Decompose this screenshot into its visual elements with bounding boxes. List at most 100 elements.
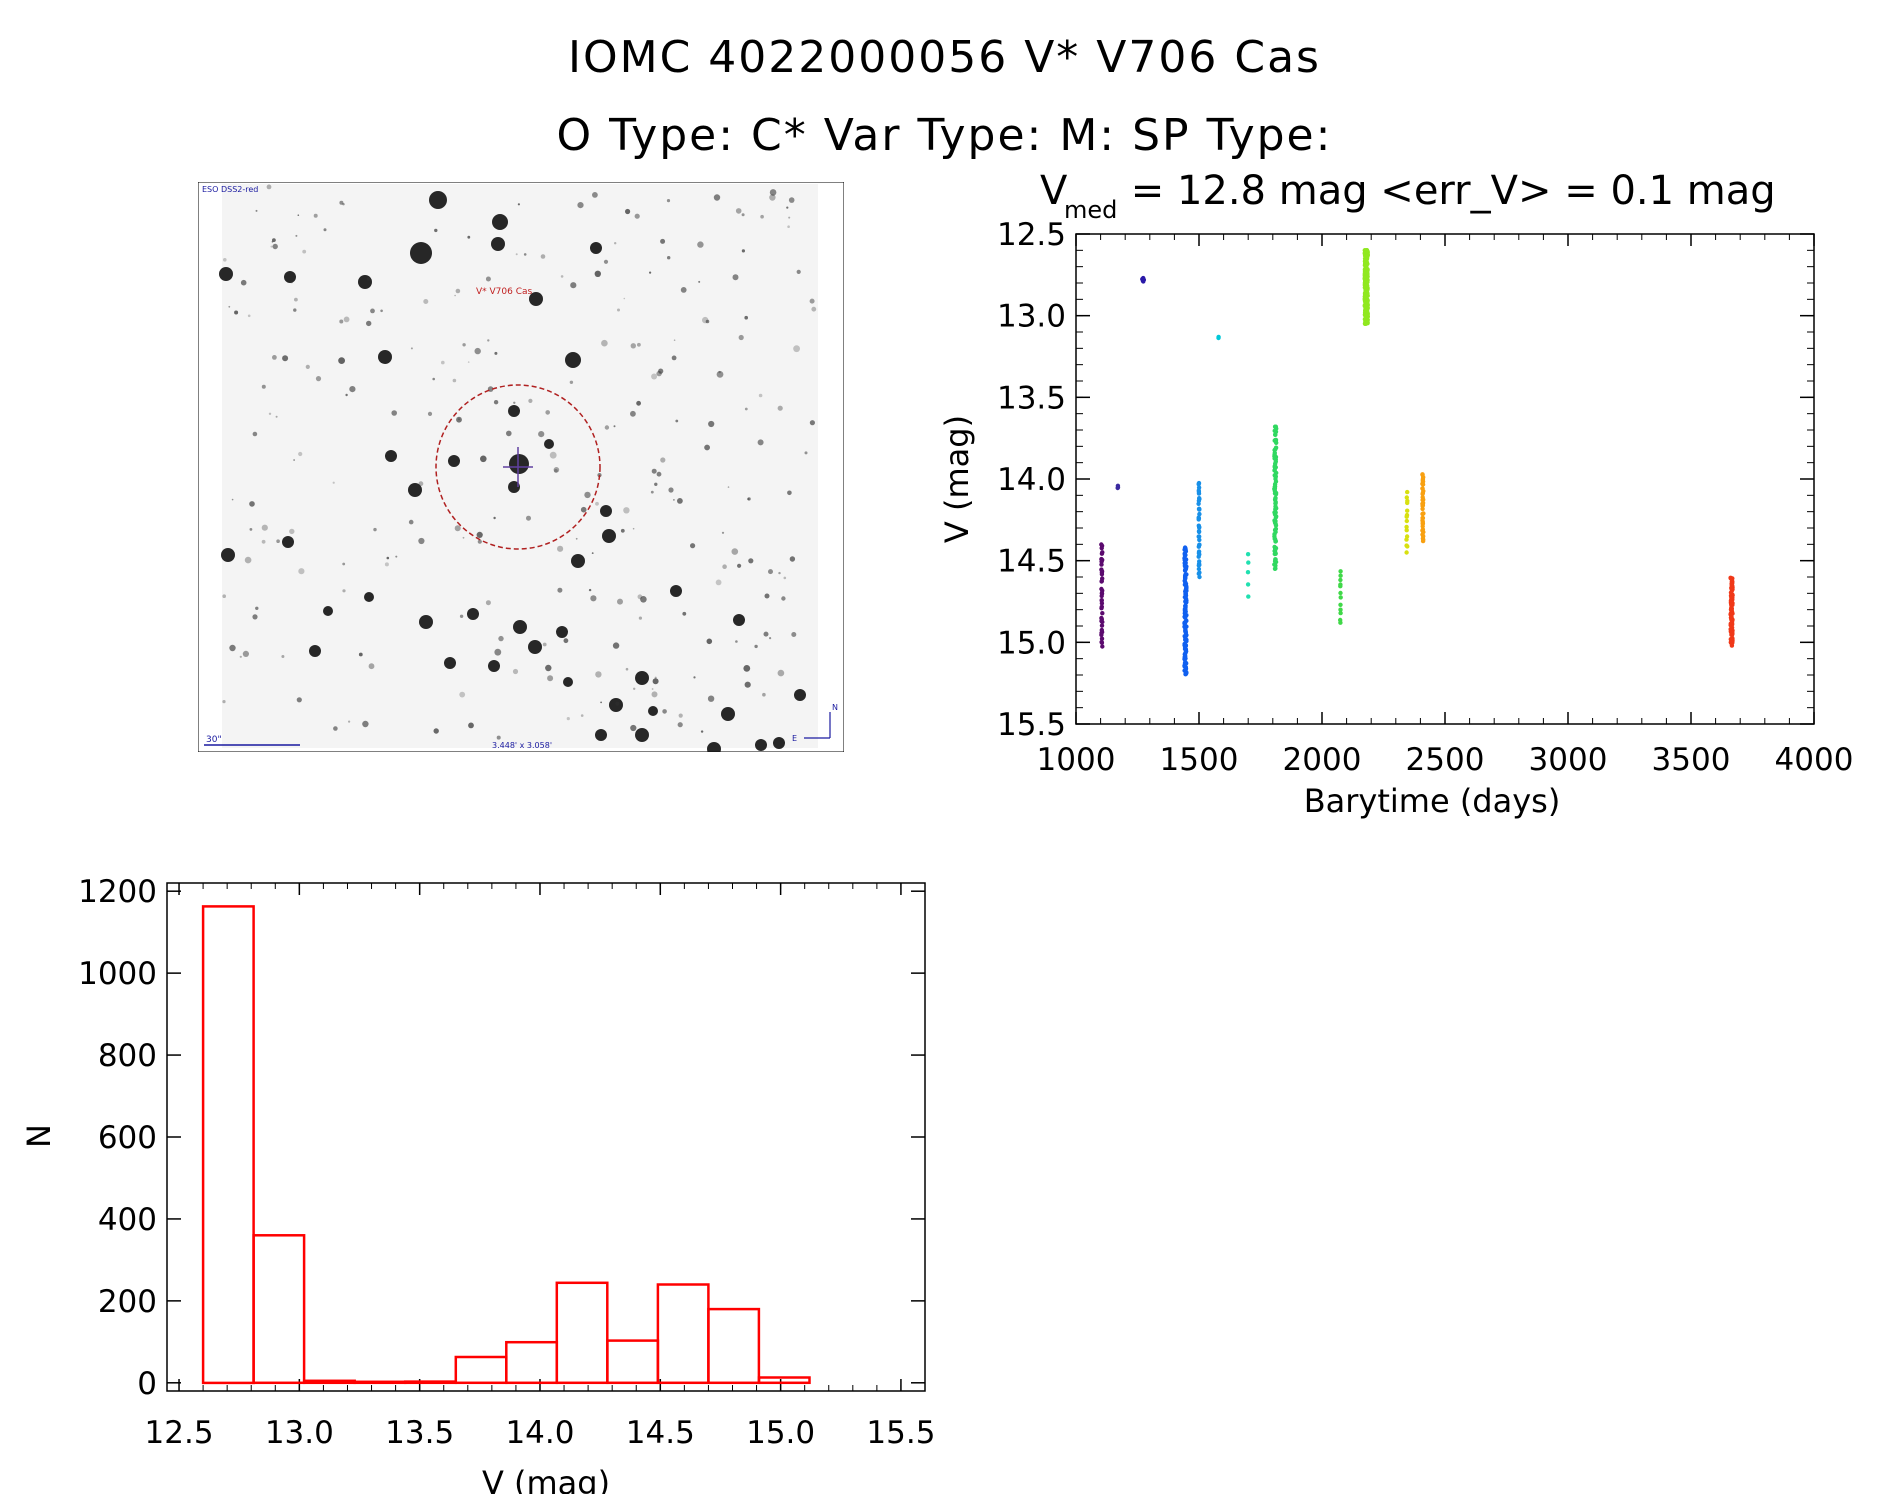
data-point: [1362, 283, 1368, 288]
data-point: [1421, 497, 1426, 502]
data-point: [1363, 283, 1368, 288]
faint-star: [454, 294, 456, 297]
x-tick-label: 12.5: [145, 1415, 214, 1451]
faint-star: [261, 384, 266, 389]
faint-star: [630, 724, 637, 732]
data-point: [1099, 569, 1105, 574]
faint-star: [474, 347, 481, 355]
data-point: [1365, 266, 1370, 272]
data-point: [1182, 652, 1188, 657]
data-point: [1364, 268, 1369, 274]
data-point: [1730, 622, 1735, 627]
data-point: [1365, 306, 1370, 311]
survey-label: ESO DSS2-red: [202, 185, 258, 194]
faint-star: [293, 308, 297, 312]
data-point: [1404, 543, 1409, 548]
data-point: [1197, 496, 1202, 501]
data-point: [1364, 271, 1370, 276]
faint-star: [744, 407, 748, 411]
data-point: [1182, 656, 1187, 662]
x-tick-label: 14.5: [626, 1415, 695, 1451]
data-point: [1363, 298, 1369, 303]
data-point: [1363, 294, 1368, 299]
data-point: [1363, 277, 1369, 283]
data-point: [1273, 479, 1279, 484]
data-point: [1420, 503, 1425, 509]
data-point: [1183, 637, 1188, 642]
data-point: [1183, 603, 1188, 609]
data-point: [1272, 558, 1278, 564]
data-point: [1183, 566, 1189, 572]
star: [323, 606, 333, 616]
data-point: [1183, 557, 1189, 562]
data-point: [1365, 317, 1370, 323]
data-series: [1338, 569, 1343, 625]
histogram-bar: [505, 1340, 559, 1385]
data-point: [1183, 575, 1188, 580]
x-tick-label: 13.5: [385, 1415, 454, 1451]
data-point: [1420, 518, 1425, 523]
data-point: [1184, 598, 1189, 603]
data-point: [1363, 305, 1369, 311]
data-point: [1363, 297, 1368, 302]
faint-star: [570, 282, 577, 289]
light-curve-title-sub: med: [1064, 196, 1117, 224]
data-point: [1364, 255, 1370, 260]
data-point: [1363, 263, 1369, 268]
data-point: [1183, 549, 1189, 554]
data-point: [1364, 285, 1370, 291]
data-point: [1729, 582, 1735, 587]
data-point: [1216, 334, 1221, 340]
data-point: [1273, 465, 1279, 470]
data-point: [1729, 578, 1735, 584]
data-series: [1115, 483, 1121, 491]
data-point: [1364, 278, 1369, 283]
faint-star: [498, 635, 504, 642]
data-point: [1196, 554, 1201, 559]
data-point: [1100, 588, 1105, 593]
data-point: [1363, 280, 1368, 285]
faint-star: [594, 270, 601, 277]
faint-star: [395, 555, 398, 558]
star: [635, 671, 649, 685]
faint-star: [231, 498, 234, 501]
data-point: [1363, 286, 1369, 292]
data-point: [1728, 590, 1734, 595]
data-point: [1364, 287, 1370, 293]
faint-star: [804, 451, 808, 455]
data-point: [1183, 666, 1189, 671]
faint-star: [423, 299, 429, 304]
data-point: [1730, 587, 1735, 592]
data-point: [1183, 603, 1188, 609]
data-point: [1364, 300, 1369, 305]
data-point: [1728, 629, 1734, 634]
data-point: [1365, 250, 1370, 255]
faint-star: [654, 482, 658, 486]
star: [556, 626, 568, 638]
data-point: [1729, 576, 1735, 581]
data-point: [1364, 300, 1369, 306]
data-point: [1363, 275, 1369, 281]
data-point: [1363, 311, 1369, 316]
data-point: [1420, 497, 1425, 503]
data-point: [1183, 635, 1188, 640]
data-point: [1364, 249, 1370, 255]
data-point: [1182, 608, 1188, 613]
data-point: [1099, 617, 1105, 622]
data-point: [1728, 612, 1733, 617]
data-point: [1272, 463, 1278, 469]
data-point: [1338, 584, 1343, 589]
faint-star: [480, 455, 487, 463]
data-point: [1100, 576, 1105, 581]
data-point: [1364, 268, 1370, 274]
data-point: [1728, 612, 1734, 617]
data-point: [1729, 598, 1735, 603]
data-point: [1364, 263, 1369, 269]
data-point: [1362, 274, 1368, 280]
faint-star: [373, 527, 377, 532]
north-label: N: [832, 703, 838, 712]
data-point: [1729, 621, 1734, 627]
data-point: [1420, 511, 1426, 517]
data-point: [1729, 609, 1735, 615]
data-point: [1363, 302, 1369, 308]
